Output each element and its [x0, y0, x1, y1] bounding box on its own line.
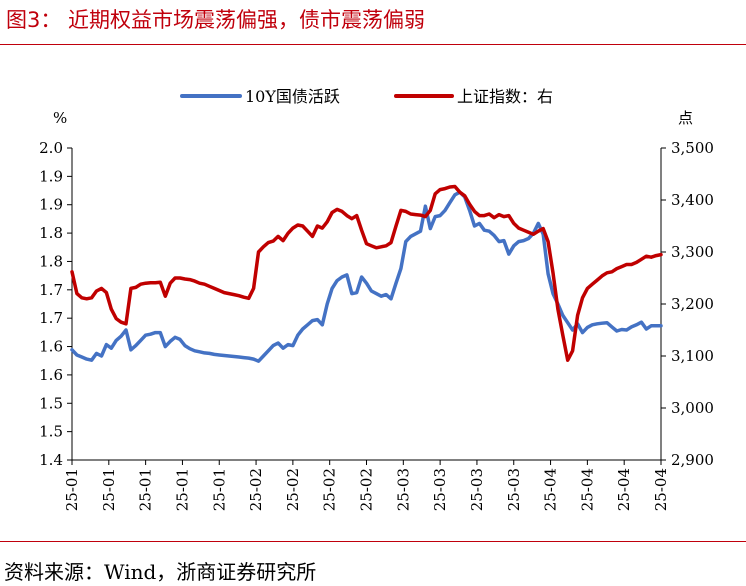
right-tick-label: 2,900: [671, 451, 714, 469]
left-tick-label: 1.7: [39, 281, 63, 299]
x-tick-label: 25-03: [431, 468, 449, 511]
right-tick-label: 3,100: [671, 347, 714, 365]
line-chart: 10Y国债活跃 上证指数：右 % 点 2.0 1.9 1.9 1.8 1.8 1.7 1.7…: [39, 87, 714, 511]
right-tick-label: 3,300: [671, 243, 714, 261]
right-tick-label: 3,400: [671, 191, 714, 209]
x-tick-label: 25-04: [652, 468, 670, 511]
x-axis-ticks: 25-01 25-01 25-01 25-01 25-01 25-02 25-02 25-02…: [63, 460, 670, 511]
left-tick-label: 1.4: [39, 451, 63, 469]
left-tick-label: 1.8: [39, 224, 63, 242]
legend-label-sh: 上证指数：右: [457, 87, 553, 106]
x-tick-label: 25-04: [615, 468, 633, 511]
x-tick-label: 25-04: [578, 468, 596, 511]
right-unit-label: 点: [678, 109, 693, 127]
left-tick-label: 1.9: [39, 167, 63, 185]
x-tick-label: 25-01: [63, 468, 81, 511]
series-line-10y: [70, 190, 663, 363]
right-tick-label: 3,200: [671, 295, 714, 313]
chart-legend: 10Y国债活跃 上证指数：右: [180, 87, 553, 106]
left-tick-label: 1.6: [39, 338, 63, 356]
left-tick-label: 2.0: [39, 139, 63, 157]
x-tick-label: 25-03: [468, 468, 486, 511]
left-tick-label: 1.5: [39, 394, 63, 412]
x-tick-label: 25-01: [100, 468, 118, 511]
left-tick-label: 1.6: [39, 366, 63, 384]
left-tick-label: 1.7: [39, 309, 63, 327]
legend-label-10y: 10Y国债活跃: [245, 87, 340, 106]
left-tick-label: 1.8: [39, 252, 63, 270]
left-unit-label: %: [53, 109, 67, 127]
left-tick-label: 1.9: [39, 196, 63, 214]
left-axis-ticks: 2.0 1.9 1.9 1.8 1.8 1.7 1.7 1.6 1.6 1.5 1.5 1.4: [39, 139, 72, 469]
x-tick-label: 25-01: [137, 468, 155, 511]
footer-divider: [0, 541, 746, 542]
x-tick-label: 25-02: [247, 468, 265, 511]
x-tick-label: 25-02: [321, 468, 339, 511]
x-tick-label: 25-03: [394, 468, 412, 511]
title-divider: [0, 44, 746, 45]
chart-title: 图3： 近期权益市场震荡偏强，债市震荡偏弱: [6, 8, 426, 32]
series-line-sh: [70, 184, 663, 362]
right-tick-label: 3,500: [671, 139, 714, 157]
x-tick-label: 25-01: [173, 468, 191, 511]
x-tick-label: 25-04: [542, 468, 560, 511]
source-note: 资料来源：Wind，浙商证券研究所: [4, 560, 317, 584]
right-tick-label: 3,000: [671, 399, 714, 417]
x-tick-label: 25-02: [284, 468, 302, 511]
right-axis-ticks: 3,500 3,400 3,300 3,200 3,100 3,000 2,900: [661, 139, 714, 469]
x-tick-label: 25-02: [358, 468, 376, 511]
x-tick-label: 25-03: [505, 468, 523, 511]
x-tick-label: 25-01: [210, 468, 228, 511]
left-tick-label: 1.5: [39, 423, 63, 441]
